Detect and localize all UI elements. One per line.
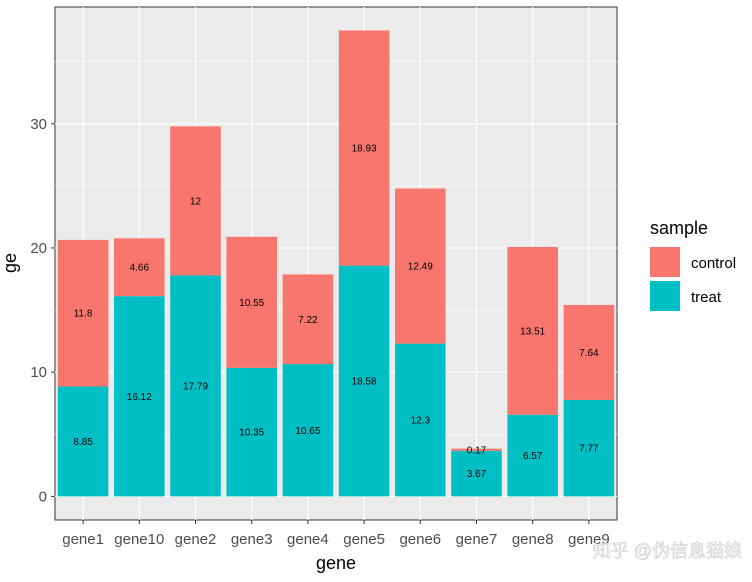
bar-label-control: 11.8 [74,309,93,320]
bar-label-control: 12 [190,196,202,207]
x-tick-label: gene5 [343,531,385,548]
bar-treat [338,265,390,497]
bar-label-treat: 10.65 [295,426,320,437]
bar-label-control: 0.17 [467,445,487,456]
bar-control [114,238,165,297]
bar-treat [282,364,334,497]
bar-label-control: 4.66 [130,263,150,274]
bar-control [226,236,277,368]
bar-label-control: 7.22 [298,315,318,326]
legend: sample control treat [650,218,736,311]
bar-label-control: 13.51 [520,326,545,337]
x-tick-label: gene8 [512,531,554,548]
x-tick-label: gene9 [568,531,610,548]
bar-control [507,246,558,415]
x-tick-label: gene3 [231,531,273,548]
bar-label-treat: 12.3 [411,416,431,427]
x-tick-label: gene4 [287,531,329,548]
bar-control [395,188,446,344]
bar-label-treat: 18.58 [352,377,377,388]
bar-treat [563,399,615,497]
y-tick-label: 10 [30,364,47,381]
y-tick-label: 30 [30,116,47,133]
bar-control [563,304,615,400]
bar-treat [451,450,502,497]
x-tick-label: gene1 [62,531,104,548]
bar-label-treat: 6.57 [523,451,543,462]
y-tick-label: 0 [39,488,47,505]
bar-label-treat: 17.79 [183,381,208,392]
x-tick-label: gene7 [456,531,498,548]
bar-treat [114,296,165,497]
bar-label-treat: 16.12 [127,392,152,403]
bar-labels: 8.85 11.8 16.12 4.66 17.79 12 10.35 10.55 10.65 7… [73,144,599,481]
bar-label-control: 18.93 [352,144,377,155]
bar-treat [507,414,558,497]
bar-label-treat: 10.35 [239,428,264,439]
bar-control [170,126,221,276]
bar-label-treat: 3.67 [467,469,487,480]
bar-treat [226,367,277,497]
bar-control [57,239,109,387]
watermark: 知乎 @伪信息猫娘 [593,541,742,561]
legend-label-control: control [691,255,736,272]
bar-control [282,274,334,365]
x-tick-label: gene2 [175,531,217,548]
bar-treat [57,386,109,497]
x-tick-label: gene6 [399,531,441,548]
x-tick-label: gene10 [114,531,164,548]
legend-key-treat [650,281,680,311]
bar-control [338,30,390,266]
bar-treat [170,275,221,497]
axes: 0 10 20 30 gene1 gene10 gene2 gene3 gene4 gene5 ge… [30,116,609,548]
bar-treat [395,343,446,497]
bar-control [451,448,502,451]
legend-label-treat: treat [691,289,722,306]
bar-label-control: 10.55 [239,298,264,309]
bars [57,30,615,497]
bar-label-treat: 7.77 [579,444,599,455]
y-axis-title: ge [0,253,20,273]
bar-label-treat: 8.85 [73,437,93,448]
legend-key-control [650,247,680,277]
y-tick-label: 20 [30,240,47,257]
bar-label-control: 7.64 [579,348,599,359]
bar-label-control: 12.49 [408,262,433,273]
x-axis-title: gene [316,553,356,573]
legend-title: sample [650,218,708,238]
